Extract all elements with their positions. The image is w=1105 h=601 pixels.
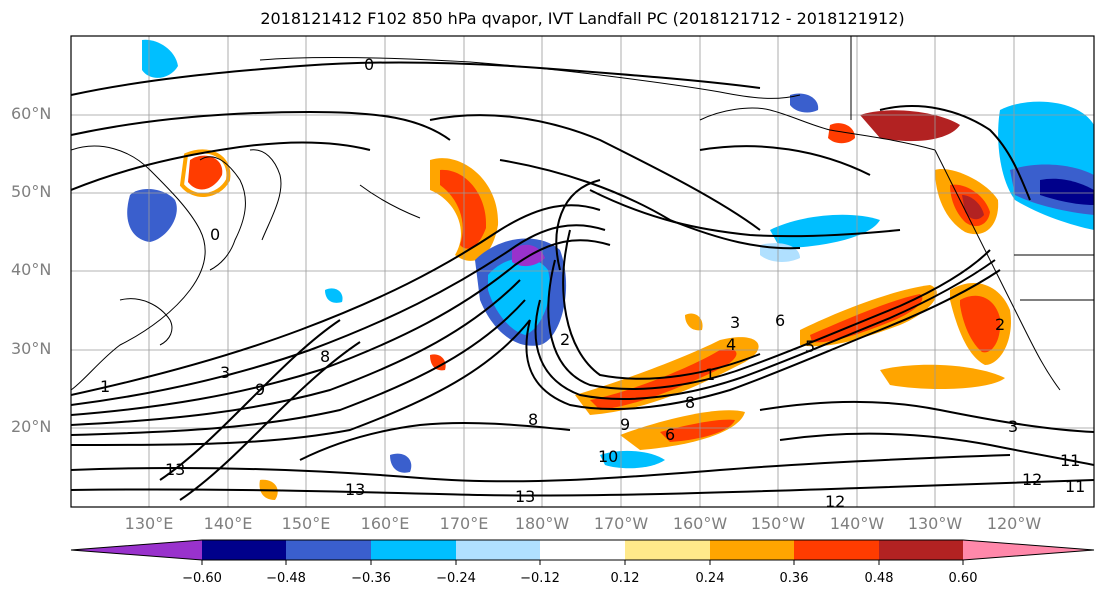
- colorbar-tick-label: 0.24: [695, 571, 725, 586]
- contour-label: 4: [726, 335, 736, 354]
- contour-label: 11: [1060, 451, 1080, 470]
- colorbar-segment: [202, 540, 286, 560]
- contour-label: 8: [685, 393, 695, 412]
- colorbar-tick-label: −0.60: [182, 571, 222, 586]
- lon-label: 150°E: [281, 514, 331, 533]
- coastlines: [71, 36, 1094, 391]
- colorbar-segment: [710, 540, 794, 560]
- colorbar-tick-label: 0.36: [779, 571, 809, 586]
- contour-label: 13: [345, 480, 365, 499]
- colorbar-segment: [456, 540, 540, 560]
- colorbar-extend-max: [963, 540, 1094, 560]
- colorbar-tick-label: 0.12: [610, 571, 640, 586]
- lat-label: 20°N: [11, 417, 52, 436]
- contour-label: 0: [210, 225, 220, 244]
- contour-label: 6: [775, 311, 785, 330]
- ivt-contours: [71, 61, 1094, 501]
- colorbar-tick-label: −0.48: [266, 571, 306, 586]
- colorbar: [70, 539, 1095, 565]
- lon-label: 170°E: [439, 514, 489, 533]
- colorbar-segment: [371, 540, 456, 560]
- contour-label: 6: [665, 425, 675, 444]
- contour-label: 0: [364, 55, 374, 74]
- lat-label: 40°N: [11, 260, 52, 279]
- colorbar-segment: [879, 540, 963, 560]
- lon-label: 120°W: [986, 514, 1042, 533]
- lat-label: 50°N: [11, 182, 52, 201]
- map-panel: 0 0 1 1 2 2 3 3 3 4 5 6 6 8 8 8 9 9 10 1…: [70, 35, 1095, 511]
- contour-label: 12: [1022, 470, 1042, 489]
- contour-label: 12: [825, 492, 845, 511]
- colorbar-tick-label: 0.60: [948, 571, 978, 586]
- contour-label: 3: [220, 363, 230, 382]
- lon-label: 140°W: [829, 514, 885, 533]
- lon-label: 130°E: [124, 514, 174, 533]
- map-title: 2018121412 F102 850 hPa qvapor, IVT Land…: [260, 9, 905, 28]
- contour-label: 11: [1065, 477, 1085, 496]
- colorbar-tick-label: 0.48: [864, 571, 894, 586]
- lon-label: 160°E: [360, 514, 410, 533]
- lon-label: 140°E: [203, 514, 253, 533]
- colorbar-tick-label: −0.36: [351, 571, 391, 586]
- colorbar-ticks: [201, 560, 964, 565]
- contour-label: 1: [705, 365, 715, 384]
- lon-label: 150°W: [750, 514, 806, 533]
- contour-label: 13: [515, 487, 535, 506]
- contour-labels: 0 0 1 1 2 2 3 3 3 4 5 6 6 8 8 8 9 9 10 1…: [100, 55, 1085, 511]
- contour-label: 3: [1008, 417, 1018, 436]
- contour-label: 5: [805, 337, 815, 356]
- colorbar-segment: [286, 540, 371, 560]
- contour-label: 9: [620, 415, 630, 434]
- contour-label: 8: [528, 410, 538, 429]
- contour-label: 8: [320, 347, 330, 366]
- lat-label: 30°N: [11, 339, 52, 358]
- contour-label: 2: [560, 330, 570, 349]
- contour-label: 1: [100, 377, 110, 396]
- lat-label: 60°N: [11, 104, 52, 123]
- colorbar-tick-label: −0.24: [436, 571, 476, 586]
- contour-label: 10: [598, 447, 618, 466]
- colorbar-segment: [540, 540, 625, 560]
- colorbar-segments: [70, 539, 1095, 561]
- lon-label: 180°W: [514, 514, 570, 533]
- contour-label: 3: [730, 313, 740, 332]
- lon-label: 170°W: [593, 514, 649, 533]
- contour-label: 9: [255, 380, 265, 399]
- colorbar-extend-min: [71, 540, 202, 560]
- colorbar-tick-label: −0.12: [520, 571, 560, 586]
- contour-label: 2: [995, 315, 1005, 334]
- lon-label: 160°W: [672, 514, 728, 533]
- colorbar-segment: [794, 540, 879, 560]
- colorbar-segment: [625, 540, 710, 560]
- lon-label: 130°W: [907, 514, 963, 533]
- contour-label: 13: [165, 460, 185, 479]
